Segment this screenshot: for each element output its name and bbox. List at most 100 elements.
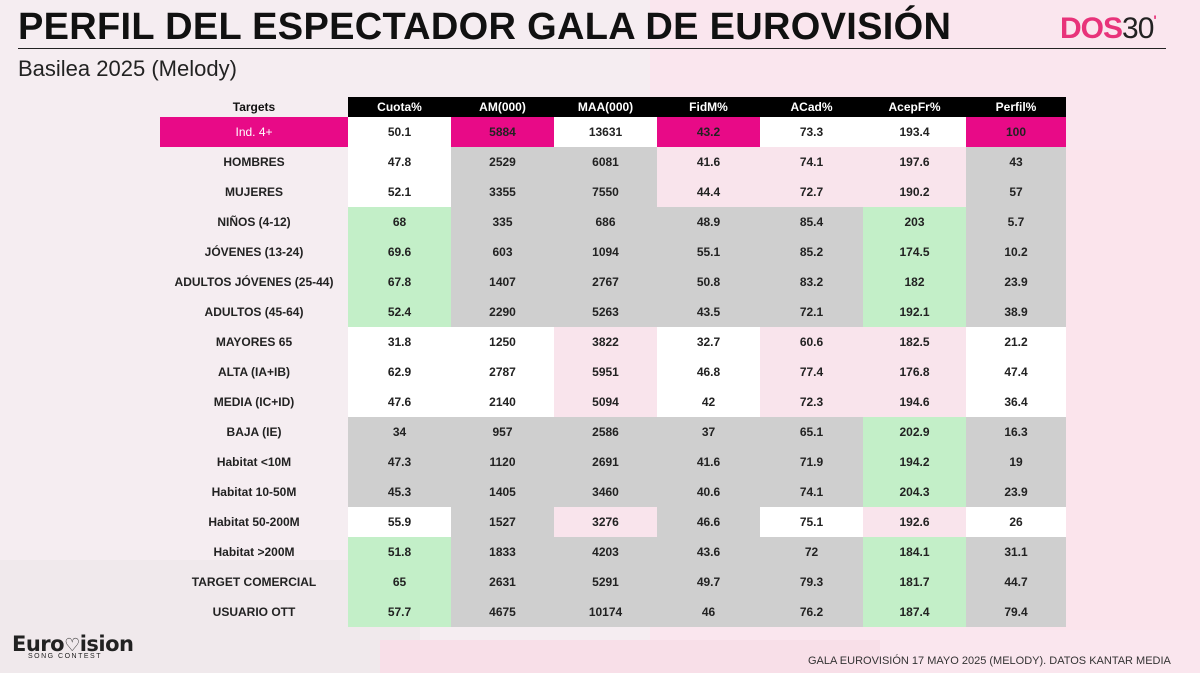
am-cell: 1405 (451, 477, 554, 507)
maa-cell: 4203 (554, 537, 657, 567)
acad-cell: 73.3 (760, 117, 863, 147)
perfil-cell: 57 (966, 177, 1066, 207)
cuota-cell: 67.8 (348, 267, 451, 297)
cuota-cell: 34 (348, 417, 451, 447)
target-cell: Habitat >200M (213, 545, 295, 559)
table-row: ADULTOS JÓVENES (25-44) 67.8 1407 2767 5… (160, 267, 1066, 297)
acepfr-cell: 194.6 (863, 387, 966, 417)
cuota-cell: 69.6 (348, 237, 451, 267)
am-cell: 1250 (451, 327, 554, 357)
acepfr-cell: 192.6 (863, 507, 966, 537)
am-cell: 1527 (451, 507, 554, 537)
maa-cell: 2586 (554, 417, 657, 447)
am-cell: 1120 (451, 447, 554, 477)
perfil-cell: 100 (966, 117, 1066, 147)
page-subtitle: Basilea 2025 (Melody) (18, 56, 237, 81)
perfil-cell: 47.4 (966, 357, 1066, 387)
background-shape (380, 640, 880, 673)
cuota-cell: 45.3 (348, 477, 451, 507)
table-row: MAYORES 65 31.8 1250 3822 32.7 60.6 182.… (160, 327, 1066, 357)
table-row: MEDIA (IC+ID) 47.6 2140 5094 42 72.3 194… (160, 387, 1066, 417)
fidm-cell: 46.6 (657, 507, 760, 537)
table-row: NIÑOS (4-12) 68 335 686 48.9 85.4 203 5.… (160, 207, 1066, 237)
cuota-cell: 52.4 (348, 297, 451, 327)
cuota-cell: 57.7 (348, 597, 451, 627)
acepfr-cell: 190.2 (863, 177, 966, 207)
table-row: Habitat 50-200M 55.9 1527 3276 46.6 75.1… (160, 507, 1066, 537)
target-cell: HOMBRES (223, 155, 285, 169)
cuota-cell: 65 (348, 567, 451, 597)
table-row: USUARIO OTT 57.7 4675 10174 46 76.2 187.… (160, 597, 1066, 627)
am-cell: 1833 (451, 537, 554, 567)
table-row: MUJERES 52.1 3355 7550 44.4 72.7 190.2 5… (160, 177, 1066, 207)
acad-cell: 71.9 (760, 447, 863, 477)
column-header: MAA(000) (554, 97, 657, 117)
am-cell: 1407 (451, 267, 554, 297)
eurovision-wordmark: Euro♡ision (12, 632, 134, 656)
acepfr-cell: 182 (863, 267, 966, 297)
table-row: TARGET COMERCIAL 65 2631 5291 49.7 79.3 … (160, 567, 1066, 597)
am-cell: 3355 (451, 177, 554, 207)
target-cell: BAJA (IE) (226, 425, 282, 439)
perfil-cell: 21.2 (966, 327, 1066, 357)
target-cell: NIÑOS (4-12) (217, 215, 291, 229)
target-cell: MAYORES 65 (215, 335, 293, 349)
target-cell: Habitat <10M (216, 455, 292, 469)
fidm-cell: 42 (657, 387, 760, 417)
acad-cell: 76.2 (760, 597, 863, 627)
fidm-cell: 49.7 (657, 567, 760, 597)
cuota-cell: 62.9 (348, 357, 451, 387)
cuota-cell: 47.3 (348, 447, 451, 477)
acad-cell: 74.1 (760, 147, 863, 177)
eurovision-logo: Euro♡ision SONG CONTEST (12, 632, 134, 660)
acepfr-cell: 202.9 (863, 417, 966, 447)
target-cell: ADULTOS (45-64) (204, 305, 304, 319)
perfil-cell: 79.4 (966, 597, 1066, 627)
fidm-cell: 37 (657, 417, 760, 447)
acepfr-cell: 176.8 (863, 357, 966, 387)
acad-cell: 83.2 (760, 267, 863, 297)
acad-cell: 72 (760, 537, 863, 567)
brand-logo-part: DOS (1060, 12, 1123, 45)
target-cell: Habitat 10-50M (211, 485, 297, 499)
audience-profile-table: Targets Cuota% AM(000) MAA(000) FidM% AC… (160, 97, 1066, 627)
target-cell: USUARIO OTT (212, 605, 296, 619)
acad-cell: 72.1 (760, 297, 863, 327)
fidm-cell: 32.7 (657, 327, 760, 357)
perfil-cell: 26 (966, 507, 1066, 537)
table-row: JÓVENES (13-24) 69.6 603 1094 55.1 85.2 … (160, 237, 1066, 267)
target-cell: MEDIA (IC+ID) (213, 395, 295, 409)
cuota-cell: 68 (348, 207, 451, 237)
maa-cell: 5263 (554, 297, 657, 327)
column-header: Cuota% (348, 97, 451, 117)
perfil-cell: 16.3 (966, 417, 1066, 447)
acad-cell: 72.3 (760, 387, 863, 417)
target-cell: Habitat 50-200M (208, 515, 300, 529)
column-header: AcepFr% (863, 97, 966, 117)
cuota-cell: 50.1 (348, 117, 451, 147)
fidm-cell: 43.5 (657, 297, 760, 327)
maa-cell: 686 (554, 207, 657, 237)
eurovision-wordmark-suffix: ision (79, 632, 134, 656)
acad-cell: 72.7 (760, 177, 863, 207)
am-cell: 5884 (451, 117, 554, 147)
cuota-cell: 52.1 (348, 177, 451, 207)
fidm-cell: 43.2 (657, 117, 760, 147)
source-footnote: GALA EUROVISIÓN 17 MAYO 2025 (MELODY). D… (808, 655, 1171, 667)
maa-cell: 5291 (554, 567, 657, 597)
cuota-cell: 47.6 (348, 387, 451, 417)
column-header: Perfil% (966, 97, 1066, 117)
cuota-cell: 51.8 (348, 537, 451, 567)
perfil-cell: 31.1 (966, 537, 1066, 567)
acepfr-cell: 182.5 (863, 327, 966, 357)
acepfr-cell: 193.4 (863, 117, 966, 147)
maa-cell: 5094 (554, 387, 657, 417)
perfil-cell: 44.7 (966, 567, 1066, 597)
maa-cell: 5951 (554, 357, 657, 387)
table-row: Habitat <10M 47.3 1120 2691 41.6 71.9 19… (160, 447, 1066, 477)
target-cell: MUJERES (224, 185, 283, 199)
maa-cell: 2767 (554, 267, 657, 297)
fidm-cell: 41.6 (657, 147, 760, 177)
table-header-row: Targets Cuota% AM(000) MAA(000) FidM% AC… (160, 97, 1066, 117)
table-row: HOMBRES 47.8 2529 6081 41.6 74.1 197.6 4… (160, 147, 1066, 177)
